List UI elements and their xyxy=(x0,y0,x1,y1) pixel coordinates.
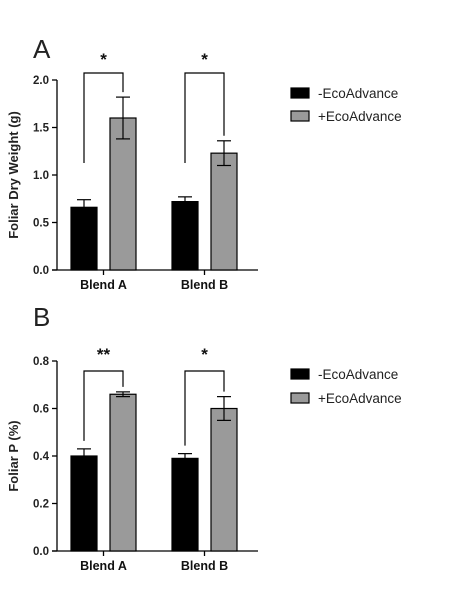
x-tick-label: Blend A xyxy=(80,559,127,573)
legend-swatch xyxy=(290,110,310,122)
significance-bracket xyxy=(184,370,225,446)
y-tick-label: 1.5 xyxy=(33,123,50,135)
legend-swatch xyxy=(290,87,310,99)
y-tick-label: 1.0 xyxy=(33,170,49,182)
bar xyxy=(70,455,98,552)
y-tick-label: 0.4 xyxy=(33,451,50,463)
x-tick-label: Blend B xyxy=(181,559,228,573)
legend-label: -EcoAdvance xyxy=(318,86,398,101)
bar xyxy=(109,117,137,271)
y-tick-label: 0.5 xyxy=(33,218,50,230)
x-tick-label: Blend B xyxy=(181,278,228,292)
y-tick-label: 0.0 xyxy=(33,265,49,277)
y-tick-label: 2.0 xyxy=(33,75,49,87)
legend-label: -EcoAdvance xyxy=(318,367,398,382)
bar xyxy=(210,407,238,552)
y-tick-label: 0.2 xyxy=(33,499,49,511)
significance-bracket xyxy=(83,370,124,441)
significance-bracket xyxy=(83,72,124,163)
y-axis-title: Foliar P (%) xyxy=(6,420,21,491)
y-tick-label: 0.6 xyxy=(33,404,49,416)
bar xyxy=(109,393,137,552)
legend-swatch xyxy=(290,392,310,404)
significance-label: ** xyxy=(97,345,111,364)
bar xyxy=(171,457,199,552)
significance-bracket xyxy=(184,72,225,163)
legend-label: +EcoAdvance xyxy=(318,109,402,124)
x-tick-label: Blend A xyxy=(80,278,127,292)
legend-swatch xyxy=(290,368,310,380)
legend-label: +EcoAdvance xyxy=(318,391,402,406)
y-axis-title: Foliar Dry Weight (g) xyxy=(6,111,21,239)
y-tick-label: 0.0 xyxy=(33,546,49,558)
significance-label: * xyxy=(201,345,208,364)
significance-label: * xyxy=(100,50,107,69)
bar xyxy=(171,201,199,271)
bar xyxy=(210,152,238,271)
bar xyxy=(70,206,98,271)
y-tick-label: 0.8 xyxy=(33,356,50,368)
panel-label: B xyxy=(33,302,50,332)
panel-label: A xyxy=(33,34,51,64)
significance-label: * xyxy=(201,50,208,69)
